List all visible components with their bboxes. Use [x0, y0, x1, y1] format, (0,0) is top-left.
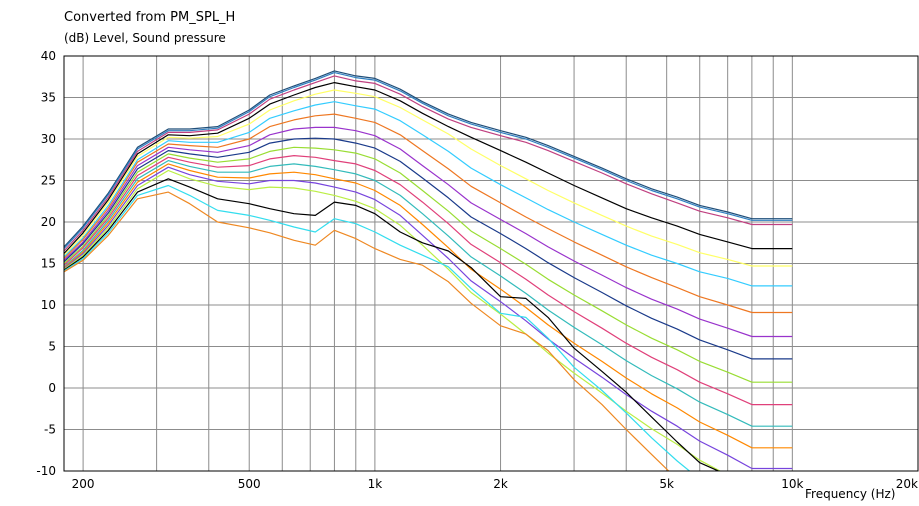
x-tick-labels: 200 500 1k 2k 5k 10k 20k	[72, 477, 918, 491]
y-tick-label: 20	[41, 215, 56, 229]
chart-title: Converted from PM_SPL_H	[64, 10, 236, 25]
series-line-16	[64, 178, 720, 471]
series-line-14	[64, 166, 793, 470]
series-line-18	[64, 191, 670, 471]
y-tick-label: 0	[48, 381, 56, 395]
series-line-7	[64, 113, 793, 314]
series-lines	[64, 70, 793, 471]
y-tick-label: -5	[44, 423, 56, 437]
y-tick-labels: 40 35 30 25 20 15 10 5 0 -5 -10	[36, 49, 56, 478]
y-tick-label: 10	[41, 298, 56, 312]
y-tick-label: -10	[36, 464, 56, 478]
x-tick-label: 5k	[659, 477, 674, 491]
series-line-6	[64, 101, 793, 287]
plot-frame	[63, 55, 919, 472]
series-line-12	[64, 160, 793, 427]
x-tick-label: 500	[238, 477, 261, 491]
series-line-4	[64, 81, 793, 254]
series-line-1	[64, 70, 793, 248]
y-axis-label: (dB) Level, Sound pressure	[64, 31, 226, 45]
x-tick-label: 10k	[781, 477, 803, 491]
series-line-3	[64, 75, 793, 252]
series-line-8	[64, 126, 793, 338]
x-axis-label: Frequency (Hz)	[805, 487, 896, 501]
series-line-2	[64, 71, 793, 250]
series-line-17	[64, 184, 691, 471]
series-line-10	[64, 146, 793, 383]
x-tick-label: 1k	[368, 477, 383, 491]
x-tick-label: 20k	[896, 477, 918, 491]
y-tick-label: 25	[41, 174, 56, 188]
y-tick-label: 30	[41, 132, 56, 146]
series-line-5	[64, 89, 793, 267]
x-tick-label: 200	[72, 477, 95, 491]
x-tick-label: 2k	[493, 477, 508, 491]
series-line-9	[64, 137, 793, 360]
series-line-11	[64, 155, 793, 406]
y-tick-label: 15	[41, 257, 56, 271]
series-line-13	[64, 163, 793, 449]
y-tick-label: 35	[41, 91, 56, 105]
series-line-15	[64, 169, 722, 471]
y-tick-label: 40	[41, 49, 56, 63]
y-tick-label: 5	[48, 340, 56, 354]
